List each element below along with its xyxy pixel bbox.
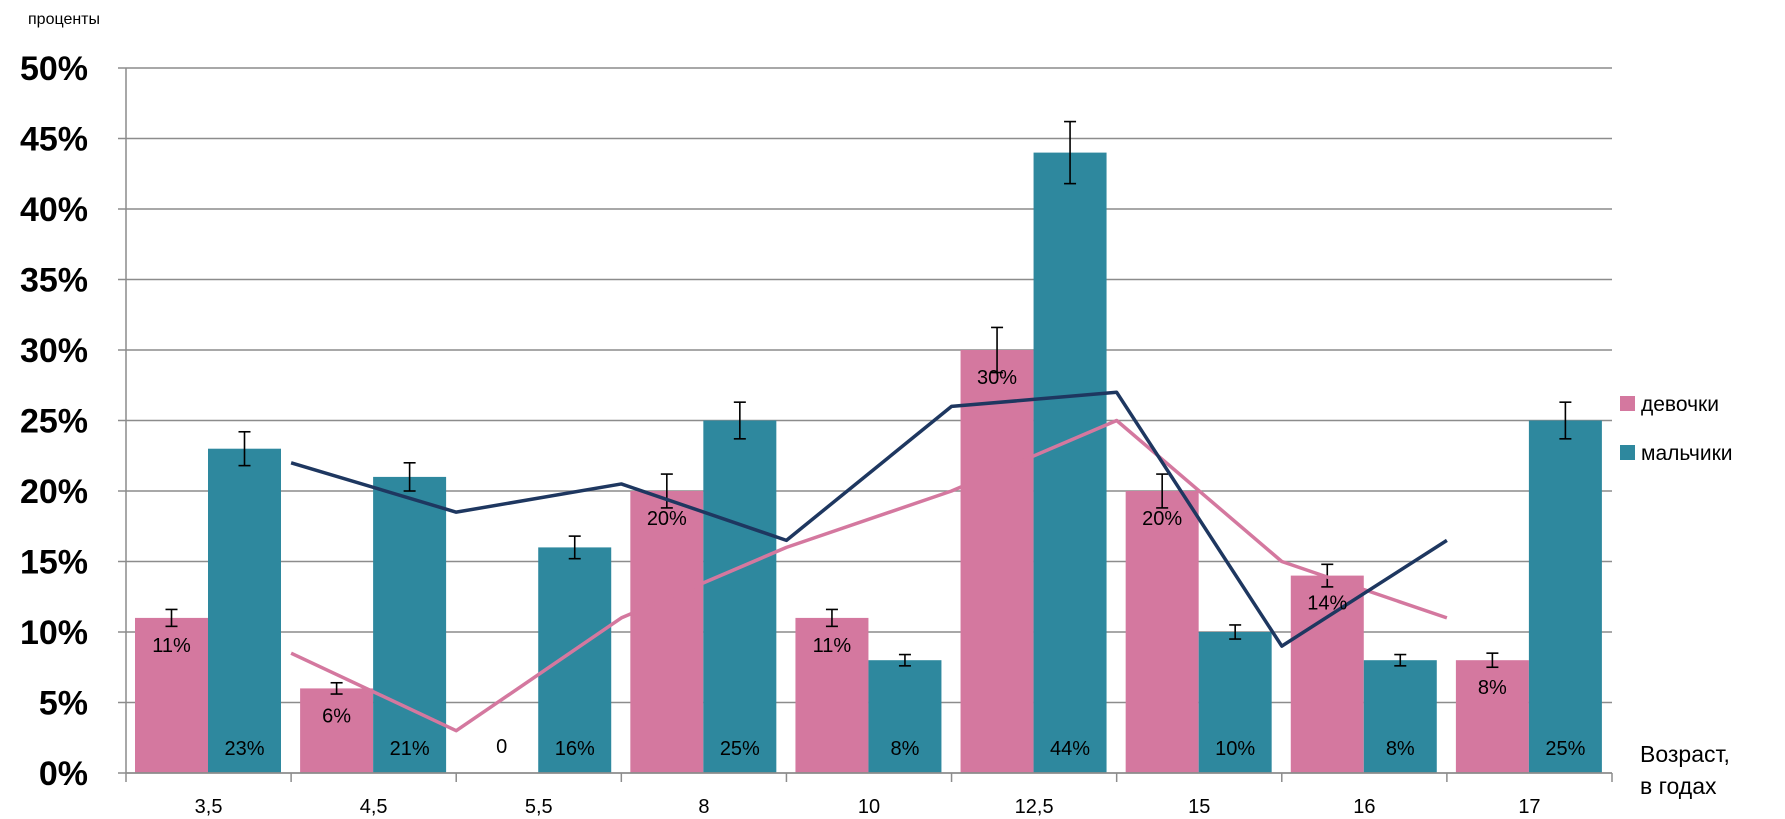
data-label-девочки: 6% (322, 705, 351, 727)
data-label-девочки: 30% (977, 367, 1017, 389)
x-tick-label: 3,5 (195, 796, 223, 818)
data-label-девочки: 14% (1307, 593, 1347, 615)
data-label-мальчики: 25% (1545, 738, 1585, 760)
bar-мальчики (373, 476, 447, 773)
x-tick-label: 17 (1518, 796, 1540, 818)
x-tick-label: 16 (1353, 796, 1375, 818)
bar-девочки (135, 617, 208, 773)
bar-мальчики (208, 448, 281, 773)
data-label-девочки: 11% (813, 635, 852, 657)
data-label-мальчики: 44% (1050, 738, 1090, 760)
data-label-мальчики: 21% (390, 738, 430, 760)
y-tick-label: 30% (20, 332, 88, 370)
y-tick-label: 0% (39, 755, 88, 793)
trend-lines (290, 390, 1448, 733)
x-axis-ticks: 3,5 4,5 5,5 8 10 12,5 15 16 17 (195, 796, 1541, 818)
data-label-девочки: 8% (1478, 677, 1507, 699)
legend: девочки мальчики (1620, 393, 1733, 465)
x-tick-label: 15 (1188, 796, 1210, 818)
data-label-мальчики: 25% (720, 738, 760, 760)
y-tick-label: 35% (20, 262, 88, 300)
x-tick-label: 12,5 (1015, 796, 1054, 818)
bar-мальчики (868, 660, 942, 773)
data-label-девочки: 11% (152, 635, 191, 657)
data-label-мальчики: 16% (555, 738, 595, 760)
bar-мальчики (1363, 660, 1437, 773)
data-labels: 11% 6% 0 20% 11% 30% 20% 14% 8% 23% 21% 16% 25% 8% 44%… (152, 367, 1585, 760)
y-axis-ticks: 0% 5% 10% 15% 20% 25% 30% 35% 40% 45% 50% (20, 50, 88, 793)
y-axis-title: проценты (28, 11, 100, 28)
y-tick-label: 25% (20, 403, 88, 441)
bars (135, 152, 1602, 774)
y-tick-label: 20% (20, 473, 88, 511)
error-bars (165, 120, 1572, 695)
data-label-девочки: 20% (1142, 508, 1182, 530)
x-tick-label: 8 (698, 796, 709, 818)
legend-swatch-девочки (1620, 396, 1635, 411)
x-axis-title-line-1: Возраст, (1640, 741, 1730, 767)
bar-девочки (795, 617, 869, 773)
y-tick-label: 50% (20, 50, 88, 88)
bar-мальчики (703, 420, 777, 773)
x-axis (125, 772, 1613, 782)
data-label-мальчики: 10% (1215, 738, 1255, 760)
y-tick-label: 5% (39, 685, 88, 723)
data-label-мальчики: 8% (1386, 738, 1415, 760)
x-tick-label: 4,5 (360, 796, 388, 818)
bar-мальчики (1198, 632, 1272, 773)
data-label-девочки: 0 (496, 736, 507, 758)
bar-девочки (1290, 575, 1364, 773)
bar-мальчики (538, 547, 612, 773)
bar-девочки (1455, 660, 1529, 773)
bar-девочки (300, 688, 374, 773)
bar-девочки (960, 350, 1034, 773)
data-label-мальчики: 23% (224, 738, 264, 760)
bar-мальчики (1528, 420, 1602, 773)
x-tick-label: 5,5 (525, 796, 553, 818)
legend-label-мальчики: мальчики (1641, 442, 1733, 465)
trend-line-мальчики (290, 390, 1448, 648)
data-label-девочки: 20% (647, 508, 687, 530)
bar-девочки (1125, 491, 1199, 773)
x-tick-label: 10 (858, 796, 880, 818)
x-axis-title-line-2: в годах (1640, 773, 1717, 799)
trend-line-девочки (290, 418, 1448, 733)
data-label-мальчики: 8% (890, 738, 919, 760)
y-tick-label: 15% (20, 544, 88, 582)
bar-девочки (630, 491, 704, 773)
y-tick-label: 45% (20, 121, 88, 159)
y-tick-label: 40% (20, 191, 88, 229)
legend-swatch-мальчики (1620, 445, 1635, 460)
y-tick-label: 10% (20, 614, 88, 652)
legend-label-девочки: девочки (1641, 393, 1719, 416)
bar-мальчики (1033, 152, 1107, 774)
